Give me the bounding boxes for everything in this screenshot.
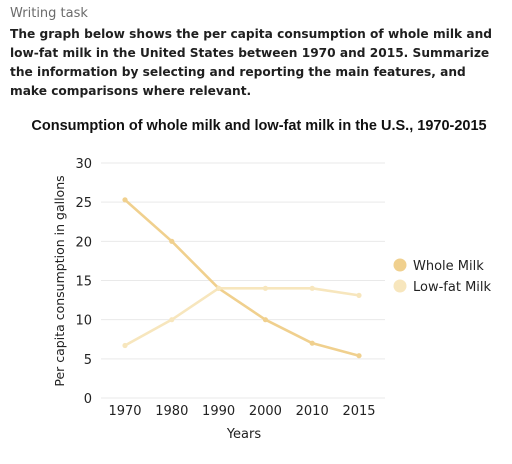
- series-line-1: [123, 287, 361, 347]
- data-point: [356, 292, 362, 298]
- data-point: [309, 340, 315, 346]
- legend-label: Whole Milk: [413, 259, 484, 274]
- data-point: [262, 285, 268, 291]
- y-tick-label: 10: [75, 314, 92, 329]
- task-label: Writing task: [10, 6, 88, 21]
- y-tick-label: 15: [75, 275, 92, 290]
- series-lines: [123, 198, 361, 358]
- x-tick-label: 1980: [155, 404, 188, 419]
- data-point: [169, 238, 175, 244]
- series-points: [122, 197, 362, 359]
- x-tick-label: 2010: [296, 404, 329, 419]
- y-tick-label: 30: [75, 157, 92, 172]
- data-point: [169, 317, 175, 323]
- y-tick-label: 5: [84, 353, 92, 368]
- y-tick-label: 25: [75, 196, 92, 211]
- y-tick-label: 0: [84, 392, 92, 407]
- x-tick-label: 1970: [108, 404, 141, 419]
- legend-swatch: [393, 279, 407, 293]
- data-point: [356, 353, 362, 359]
- x-tick-label: 2000: [249, 404, 282, 419]
- data-point: [122, 197, 128, 203]
- data-point: [309, 285, 315, 291]
- data-point: [122, 342, 128, 349]
- legend: Whole Milk Low-fat Milk: [393, 258, 492, 295]
- x-tick-label: 1990: [202, 404, 235, 419]
- chart-title: Consumption of whole milk and low-fat mi…: [31, 118, 486, 134]
- y-axis-ticks: 0 5 10 15 20 25 30: [75, 157, 92, 407]
- legend-label: Low-fat Milk: [413, 280, 492, 295]
- y-tick-label: 20: [75, 235, 92, 250]
- x-tick-label: 2015: [342, 404, 375, 419]
- legend-swatch: [393, 258, 407, 272]
- gridlines: [101, 162, 385, 399]
- y-axis-label: Per capita consumption in gallons: [52, 175, 67, 386]
- x-axis-ticks: 1970 1980 1990 2000 2010 2015: [108, 404, 375, 419]
- data-point: [216, 285, 222, 291]
- x-axis-label: Years: [226, 427, 262, 442]
- series-line-0: [123, 198, 361, 358]
- data-point: [262, 317, 268, 323]
- task-prompt: The graph below shows the per capita con…: [10, 27, 492, 98]
